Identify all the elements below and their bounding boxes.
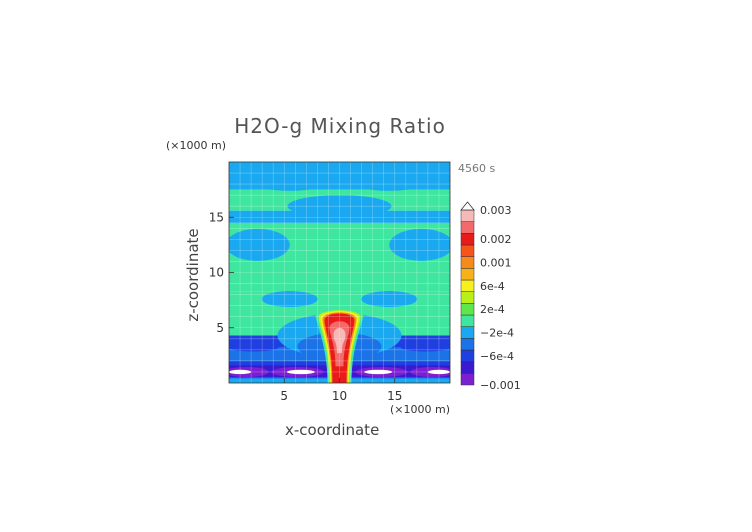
contour-region bbox=[229, 369, 252, 375]
colorbar-swatch bbox=[460, 256, 475, 269]
colorbar-swatch bbox=[460, 326, 475, 339]
contour-region bbox=[287, 195, 392, 218]
colorbar-swatch bbox=[460, 361, 475, 374]
colorbar-swatch bbox=[460, 349, 475, 362]
contour-region bbox=[389, 228, 450, 261]
colorbar-label: −6e-4 bbox=[480, 350, 514, 363]
y-tick-label: 5 bbox=[216, 321, 224, 335]
contour-region bbox=[286, 369, 315, 375]
colorbar-swatch bbox=[460, 291, 475, 304]
y-tick-label: 15 bbox=[209, 210, 224, 224]
colorbar-swatch bbox=[460, 373, 475, 386]
time-label: 4560 s bbox=[458, 162, 496, 175]
x-axis-unit: (×1000 m) bbox=[390, 403, 451, 416]
contour-region bbox=[399, 341, 450, 352]
x-axis: 5 10 15 bbox=[280, 378, 402, 403]
contour-region bbox=[261, 291, 318, 308]
colorbar-label: 0.002 bbox=[480, 233, 512, 246]
colorbar-swatch bbox=[460, 338, 475, 351]
y-axis-unit: (×1000 m) bbox=[166, 139, 227, 152]
x-tick-label: 5 bbox=[280, 389, 288, 403]
colorbar-swatch bbox=[460, 314, 475, 327]
colorbar-swatch bbox=[460, 279, 475, 292]
colorbar-label: 2e-4 bbox=[480, 303, 505, 316]
colorbar: 0.003 0.002 0.001 6e-4 2e-4 −2e-4 −6e-4 −0.001 bbox=[460, 201, 521, 392]
colorbar-extend-arrow bbox=[460, 201, 475, 211]
contour-region bbox=[229, 228, 290, 261]
x-axis-label: x-coordinate bbox=[285, 421, 380, 439]
colorbar-label: 0.003 bbox=[480, 204, 512, 217]
colorbar-label: 6e-4 bbox=[480, 280, 505, 293]
colorbar-swatch bbox=[460, 303, 475, 316]
colorbar-swatch bbox=[460, 221, 475, 234]
contour-region bbox=[249, 170, 330, 191]
y-axis: 5 10 15 bbox=[209, 210, 234, 335]
colorbar-label: 0.001 bbox=[480, 257, 512, 270]
x-tick-label: 15 bbox=[387, 389, 402, 403]
x-tick-label: 10 bbox=[332, 389, 347, 403]
contour-region bbox=[361, 291, 418, 308]
gridlines bbox=[229, 162, 450, 383]
y-axis-label: z-coordinate bbox=[184, 228, 202, 322]
colorbar-swatch bbox=[460, 268, 475, 281]
colorbar-label: −0.001 bbox=[480, 379, 521, 392]
contour-region bbox=[287, 241, 392, 276]
contour-region bbox=[349, 170, 430, 191]
plume-contour bbox=[333, 327, 346, 354]
contour-region bbox=[364, 369, 393, 375]
chart-title: H2O-g Mixing Ratio bbox=[234, 114, 446, 138]
contour-region bbox=[229, 341, 280, 352]
colorbar-swatch bbox=[460, 209, 475, 222]
colorbar-label: −2e-4 bbox=[480, 327, 514, 340]
plume-contours bbox=[315, 308, 364, 383]
y-tick-label: 10 bbox=[209, 266, 224, 280]
plot-area bbox=[229, 162, 450, 383]
colorbar-swatch bbox=[460, 244, 475, 257]
colorbar-swatch bbox=[460, 233, 475, 246]
contour-region bbox=[427, 369, 450, 375]
